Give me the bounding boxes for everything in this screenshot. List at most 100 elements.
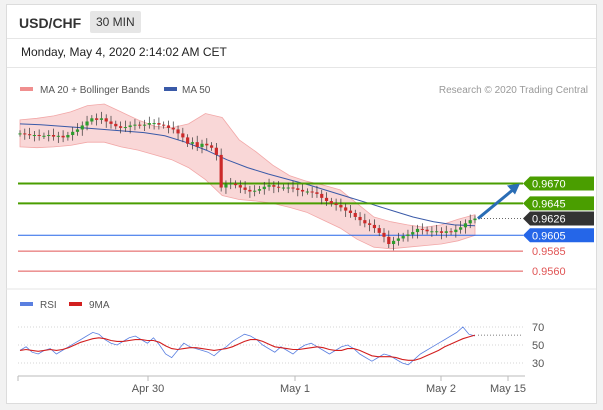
rsi-legend-swatch	[20, 302, 33, 306]
price-levels: 0.9670 0.9645 0.9626 0.9605 0.9585 0.9560	[18, 176, 594, 278]
bb-legend-label: MA 20 + Bollinger Bands	[40, 85, 150, 96]
candle-body	[133, 124, 137, 126]
candle-body	[329, 201, 333, 204]
candle-body	[80, 125, 84, 130]
candle-body	[305, 191, 309, 193]
candle-body	[401, 236, 405, 239]
level-label-0.9645: 0.9645	[532, 198, 566, 210]
header-bar: USD/CHF 30 MIN	[7, 5, 596, 39]
level-tag-0.9605	[523, 228, 594, 243]
credit-label: Research © 2020 Trading Central	[439, 85, 588, 96]
forecast-arrowhead	[507, 183, 520, 195]
candle-body	[42, 135, 46, 137]
ma9-legend-swatch	[69, 302, 82, 306]
candle-body	[186, 137, 190, 144]
candle-body	[118, 126, 123, 128]
candle-body	[90, 118, 94, 122]
level-tag-0.9670	[523, 176, 594, 191]
candle-body	[75, 129, 80, 132]
candle-body	[18, 133, 22, 135]
candles	[18, 111, 477, 251]
candle-body	[142, 124, 147, 126]
candle-body	[51, 135, 56, 137]
x-tick-label: May 2	[426, 383, 456, 395]
candle-body	[257, 189, 262, 191]
candle-body	[23, 133, 27, 135]
candle-body	[473, 218, 477, 221]
ma50-legend-swatch	[164, 87, 177, 91]
candle-body	[339, 205, 343, 208]
candle-body	[449, 231, 453, 233]
level-label-0.9585: 0.9585	[532, 246, 566, 258]
candle-body	[32, 135, 36, 137]
candle-body	[85, 121, 89, 126]
candle-body	[190, 142, 195, 144]
candle-body	[286, 187, 290, 189]
candle-body	[219, 154, 223, 188]
candle-body	[66, 135, 70, 138]
candle-body	[267, 185, 271, 187]
x-tick-label: Apr 30	[132, 383, 164, 395]
candle-body	[324, 197, 329, 202]
candle-body	[95, 118, 99, 120]
candle-body	[296, 188, 300, 190]
candle-body	[377, 228, 381, 233]
candle-body	[56, 135, 60, 137]
rsi-tick-50: 50	[532, 340, 544, 352]
candle-body	[166, 125, 171, 128]
rsi-series-9MA	[19, 334, 476, 361]
candle-body	[382, 232, 386, 237]
candle-body	[387, 236, 391, 245]
rsi-tick-30: 30	[532, 358, 544, 370]
candle-body	[334, 203, 338, 206]
level-tag-0.9645	[523, 196, 594, 211]
candle-body	[396, 238, 400, 241]
candle-body	[277, 186, 281, 188]
candle-body	[415, 228, 420, 233]
candle-body	[61, 135, 65, 138]
candle-body	[430, 231, 434, 233]
candle-body	[454, 229, 458, 233]
x-axis: Apr 30 May 1 May 2 May 15	[17, 376, 526, 395]
candle-body	[253, 190, 257, 192]
bollinger-band	[19, 103, 476, 250]
candle-body	[344, 207, 348, 211]
candle-body	[157, 123, 161, 125]
x-tick-label: May 15	[490, 383, 526, 395]
candle-body	[176, 129, 180, 134]
candle-body	[243, 187, 247, 190]
candle-body	[181, 133, 185, 138]
candle-body	[47, 135, 51, 137]
candle-body	[368, 223, 372, 225]
candle-body	[444, 231, 448, 233]
candle-body	[123, 127, 127, 129]
candle-body	[27, 134, 32, 136]
candle-body	[315, 192, 319, 194]
candle-body	[468, 220, 472, 224]
candle-body	[205, 143, 209, 146]
ma9-legend-label: 9MA	[89, 300, 110, 311]
rsi-plot: 70 50 30	[18, 322, 544, 370]
candle-body	[224, 184, 228, 188]
candle-body	[138, 124, 142, 126]
candle-body	[104, 118, 108, 122]
forecast-arrow	[477, 189, 513, 220]
candle-body	[281, 187, 286, 189]
level-label-0.9670: 0.9670	[532, 179, 566, 191]
candle-body	[291, 187, 295, 189]
main-plot: 0.9670 0.9645 0.9626 0.9605 0.9585 0.9560	[18, 103, 594, 278]
candle-body	[109, 121, 113, 124]
rsi-tick-70: 70	[532, 322, 544, 334]
candle-body	[162, 124, 166, 126]
level-label-0.9605: 0.9605	[532, 230, 566, 242]
candle-body	[406, 234, 410, 237]
candle-body	[348, 210, 353, 213]
candle-body	[420, 228, 424, 230]
candle-body	[391, 240, 396, 245]
date-label: Monday, May 4, 2020 2:14:02 AM CET	[21, 45, 227, 59]
candle-body	[358, 216, 362, 221]
candle-body	[353, 212, 357, 217]
timeframe-badge[interactable]: 30 MIN	[90, 11, 141, 33]
candle-body	[262, 186, 266, 190]
candle-body	[37, 135, 41, 137]
